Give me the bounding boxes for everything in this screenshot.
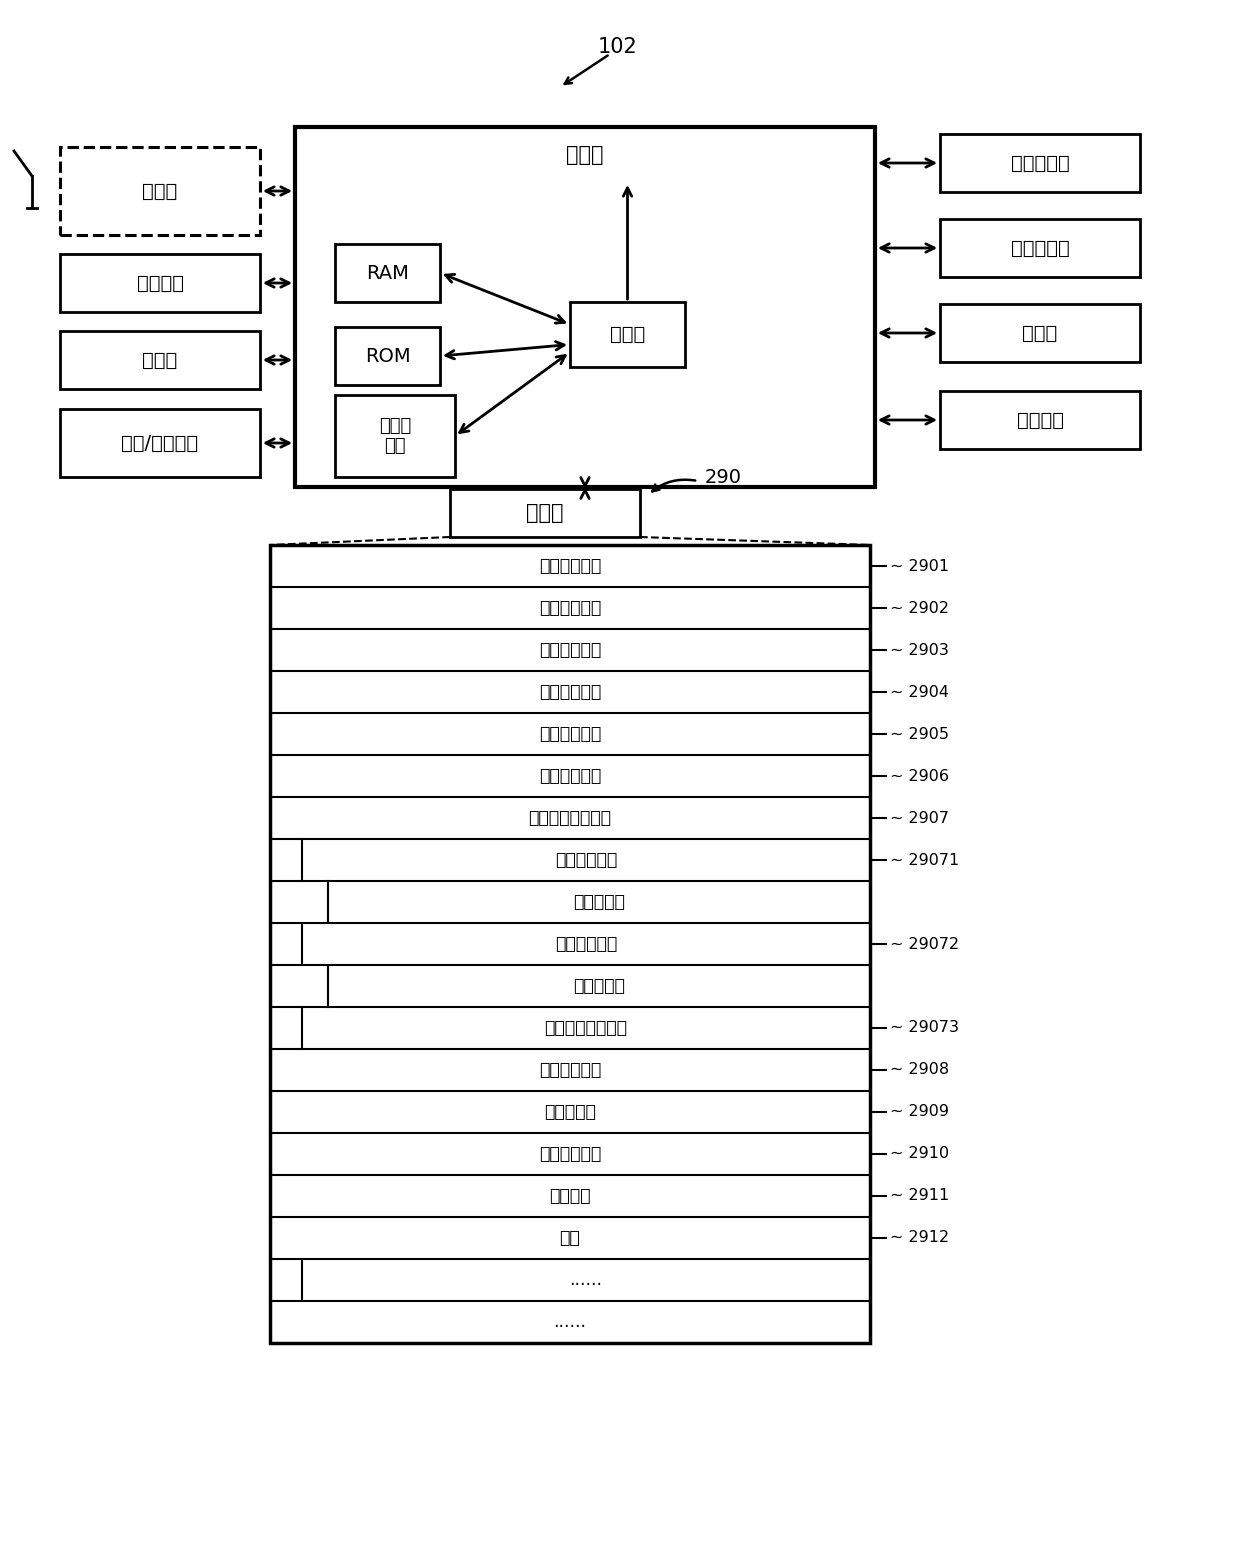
Bar	[940, 392, 1140, 450]
Text: 图形处
理器: 图形处 理器	[379, 417, 412, 456]
Text: 视频处理器: 视频处理器	[1011, 154, 1069, 172]
Text: ∼ 2910: ∼ 2910	[890, 1147, 949, 1161]
Bar	[60, 331, 260, 389]
Text: 按键指令识别模块: 按键指令识别模块	[544, 1019, 627, 1037]
Text: 处理器: 处理器	[610, 324, 645, 345]
Text: 外部指令识别模块: 外部指令识别模块	[528, 809, 611, 827]
Bar	[940, 304, 1140, 362]
Bar	[450, 489, 640, 537]
Text: 语音数据库: 语音数据库	[573, 976, 625, 995]
Text: ∼ 2908: ∼ 2908	[890, 1062, 949, 1078]
Text: ∼ 2912: ∼ 2912	[890, 1230, 949, 1246]
Text: 音量控制模块: 音量控制模块	[539, 641, 601, 660]
Text: RAM: RAM	[366, 263, 409, 282]
Text: ∼ 2911: ∼ 2911	[890, 1188, 950, 1203]
Text: ∼ 29073: ∼ 29073	[890, 1020, 959, 1036]
Bar	[335, 328, 440, 385]
Text: 操作系统: 操作系统	[549, 1186, 590, 1205]
Text: ......: ......	[553, 1313, 587, 1330]
Bar	[60, 254, 260, 312]
Text: 广播接收模块: 广播接收模块	[539, 556, 601, 575]
Text: 音频输出: 音频输出	[1017, 411, 1064, 429]
Text: ROM: ROM	[365, 346, 410, 365]
Text: ......: ......	[569, 1271, 603, 1290]
Text: ∼ 29072: ∼ 29072	[890, 937, 959, 951]
Text: ∼ 29071: ∼ 29071	[890, 852, 960, 868]
Text: ∼ 2903: ∼ 2903	[890, 642, 949, 658]
Text: 电力控制模块: 电力控制模块	[539, 1145, 601, 1163]
Text: ∼ 2909: ∼ 2909	[890, 1105, 949, 1119]
Text: 存储器: 存储器	[526, 503, 564, 523]
Bar	[335, 395, 455, 476]
Text: 通信控制模块: 通信控制模块	[539, 1061, 601, 1080]
Bar	[60, 147, 260, 235]
Text: 显示控制模块: 显示控制模块	[539, 726, 601, 743]
Bar	[940, 135, 1140, 193]
Text: ∼ 2907: ∼ 2907	[890, 810, 949, 826]
Text: ∼ 2904: ∼ 2904	[890, 685, 949, 699]
Text: 音频控制模块: 音频控制模块	[539, 766, 601, 785]
Text: 检测器: 检测器	[143, 351, 177, 370]
Text: 输入/输出接口: 输入/输出接口	[122, 434, 198, 453]
Text: 调谐器: 调谐器	[143, 182, 177, 201]
Text: 频道控制模块: 频道控制模块	[539, 599, 601, 617]
Text: ∼ 2902: ∼ 2902	[890, 600, 949, 616]
Text: 图形数据库: 图形数据库	[573, 893, 625, 910]
Text: ∼ 2905: ∼ 2905	[890, 727, 949, 741]
Text: 控制器: 控制器	[567, 146, 604, 165]
Text: 图形识别模块: 图形识别模块	[554, 851, 618, 870]
Bar	[940, 219, 1140, 277]
Text: 102: 102	[598, 38, 637, 56]
Text: ∼ 2906: ∼ 2906	[890, 768, 949, 784]
Text: 光接收模块: 光接收模块	[544, 1103, 596, 1120]
Text: 图像控制模块: 图像控制模块	[539, 683, 601, 700]
Bar	[295, 127, 875, 487]
Text: 应用: 应用	[559, 1229, 580, 1247]
Bar	[335, 244, 440, 302]
Text: 290: 290	[706, 467, 742, 486]
Text: 语音识别模块: 语音识别模块	[554, 935, 618, 953]
Text: 通信接口: 通信接口	[136, 274, 184, 293]
Text: 音频处理器: 音频处理器	[1011, 238, 1069, 257]
Bar	[570, 302, 684, 367]
Bar	[270, 545, 870, 1343]
Text: 显示器: 显示器	[1022, 323, 1058, 343]
Bar	[60, 409, 260, 476]
Text: ∼ 2901: ∼ 2901	[890, 558, 949, 574]
